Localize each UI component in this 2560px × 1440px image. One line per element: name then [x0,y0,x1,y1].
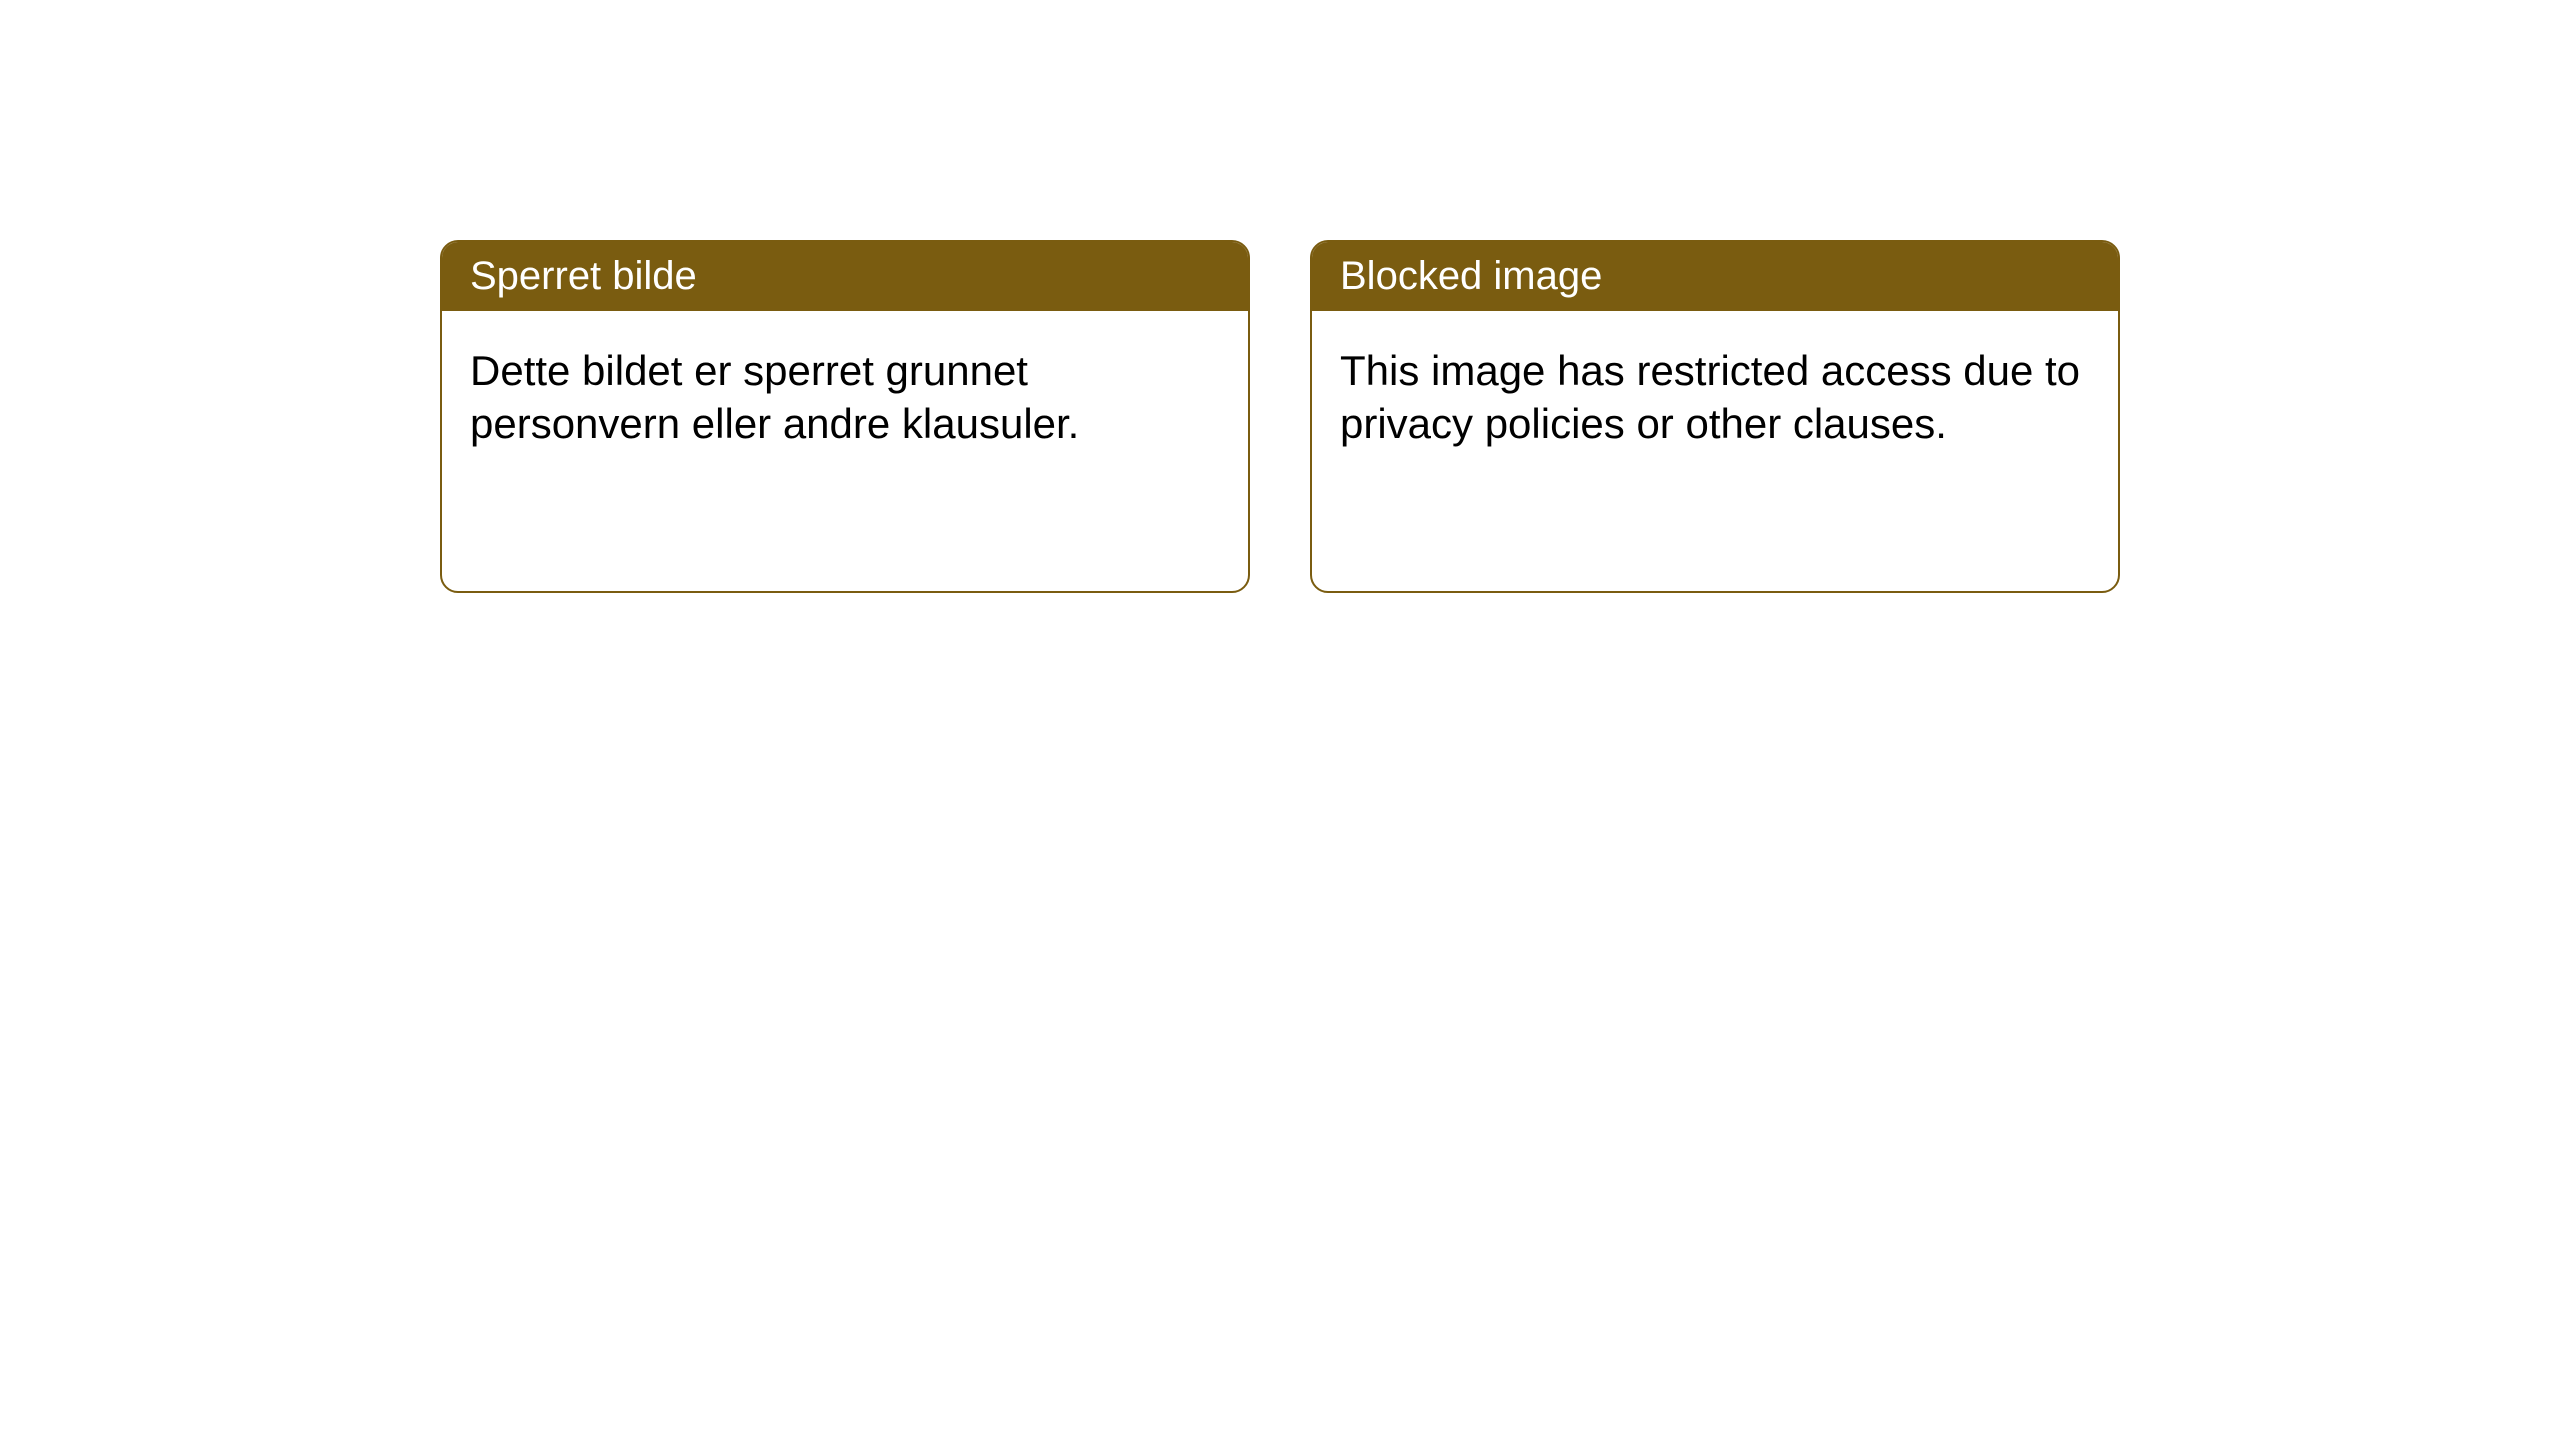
card-body-no: Dette bildet er sperret grunnet personve… [442,311,1248,591]
card-header-en: Blocked image [1312,242,2118,311]
blocked-image-cards: Sperret bilde Dette bildet er sperret gr… [440,240,2120,593]
blocked-image-card-no: Sperret bilde Dette bildet er sperret gr… [440,240,1250,593]
blocked-image-card-en: Blocked image This image has restricted … [1310,240,2120,593]
card-body-en: This image has restricted access due to … [1312,311,2118,591]
card-header-no: Sperret bilde [442,242,1248,311]
